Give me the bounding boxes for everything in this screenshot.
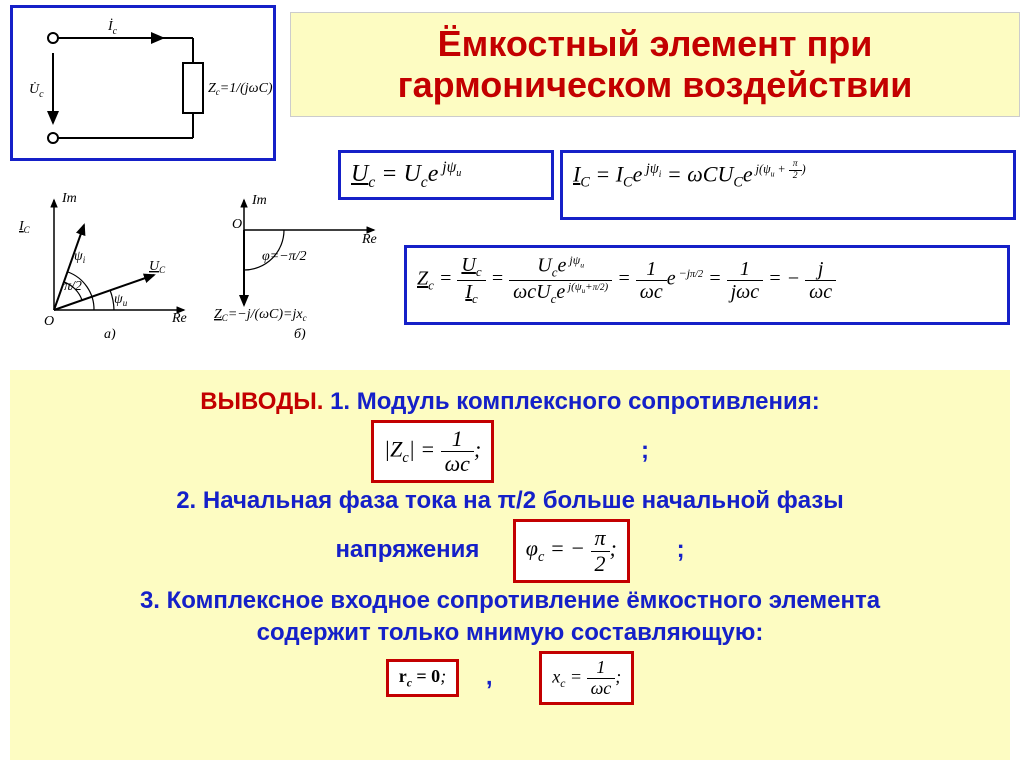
conclusion-1-line: ВЫВОДЫ. 1. Модуль комплексного сопротивл…	[28, 388, 992, 416]
phasor-diagrams: Im Re IC UC ψi π/2 ψu O а) Im Re O φ=−π/…	[14, 190, 394, 340]
svg-text:φ=−π/2: φ=−π/2	[262, 249, 307, 264]
svg-text:IC: IC	[18, 219, 31, 235]
equation-zc-mod: |Zc| = 1ωc;	[371, 420, 494, 483]
title-box: Ёмкостный элемент при гармоническом возд…	[290, 12, 1020, 117]
conclusions-box: ВЫВОДЫ. 1. Модуль комплексного сопротивл…	[10, 370, 1010, 760]
svg-text:а): а)	[104, 327, 116, 340]
conclusion-1-eq-row: |Zc| = 1ωc; ;	[28, 420, 992, 483]
svg-text:Im: Im	[251, 193, 267, 208]
circuit-u-label: U̇c	[29, 81, 44, 100]
equation-ic: IC = ICe jψi = ωCUCe j(ψu + π2)	[560, 150, 1016, 220]
svg-text:ψu: ψu	[114, 292, 128, 308]
page-title: Ёмкостный элемент при гармоническом возд…	[305, 23, 1005, 106]
svg-text:ZC=−j/(ωC)=jxc: ZC=−j/(ωC)=jxc	[214, 307, 307, 323]
svg-text:UC: UC	[149, 259, 166, 275]
conclusion-2b: напряжения	[335, 536, 479, 563]
svg-text:π/2: π/2	[64, 279, 82, 294]
circuit-diagram: İc U̇c Zc=1/(jωC)	[10, 5, 276, 161]
svg-text:Re: Re	[361, 232, 377, 247]
svg-text:б): б)	[294, 327, 306, 340]
conclusion-3a: 3. Комплексное входное сопротивление ёмк…	[28, 587, 992, 615]
svg-text:Re: Re	[171, 311, 187, 326]
svg-text:O: O	[232, 217, 242, 232]
conclusion-3b: содержит только мнимую составляющую:	[28, 619, 992, 647]
conclusion-1-text: 1. Модуль комплексного сопротивления:	[330, 388, 820, 415]
conclusion-3-row: rc = 0; , xc = 1ωc;	[28, 651, 992, 706]
conclusion-2a: 2. Начальная фаза тока на π/2 больше нач…	[28, 487, 992, 515]
circuit-z-label: Zc=1/(jωC)	[208, 81, 273, 97]
equation-zc: Zc = UcIc = Uce jψuωcUce j(ψu+π/2) = 1ωc…	[404, 245, 1010, 325]
equation-rc: rc = 0;	[386, 659, 459, 697]
equation-xc: xc = 1ωc;	[539, 651, 634, 706]
conclusions-header: ВЫВОДЫ.	[200, 388, 323, 415]
equation-phi: φc = − π2;	[513, 519, 630, 582]
semicolon-1: ;	[641, 437, 649, 464]
conclusion-2-row: напряжения φc = − π2; ;	[28, 519, 992, 582]
semicolon-2: ;	[677, 536, 685, 563]
comma-1: ,	[486, 663, 493, 690]
svg-text:O: O	[44, 314, 54, 329]
svg-text:Im: Im	[61, 191, 77, 206]
svg-text:ψi: ψi	[74, 249, 86, 265]
circuit-i-label: İc	[107, 18, 118, 37]
